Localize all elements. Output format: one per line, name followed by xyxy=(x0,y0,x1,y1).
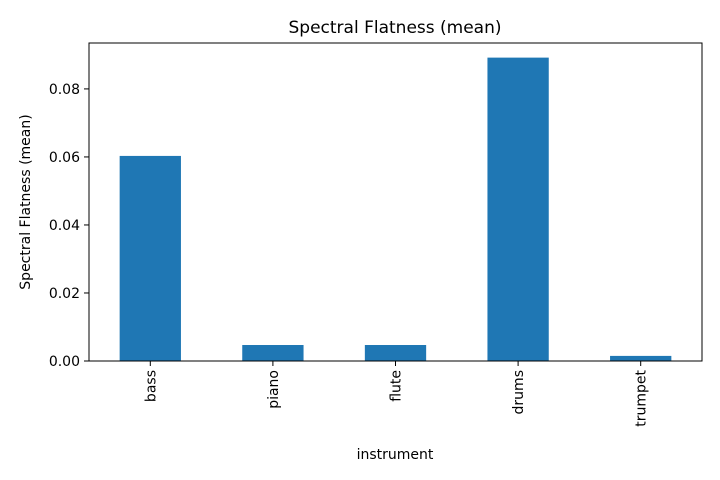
x-tick-label-trumpet: trumpet xyxy=(634,369,650,426)
bar-flute xyxy=(364,345,427,361)
y-tick-label: 0.06 xyxy=(49,150,80,166)
x-tick-label-piano: piano xyxy=(266,370,282,409)
bar-trumpet xyxy=(610,355,672,361)
bar-drums xyxy=(487,57,549,362)
bar-piano xyxy=(242,345,304,361)
y-tick-label: 0.00 xyxy=(49,354,80,370)
x-axis-ticks: bass piano flute drums trumpet xyxy=(143,361,650,427)
chart-title: Spectral Flatness (mean) xyxy=(289,18,502,38)
y-tick-label: 0.02 xyxy=(49,286,80,302)
x-tick-label-flute: flute xyxy=(389,370,405,402)
x-tick-label-drums: drums xyxy=(511,370,527,414)
bar-bass xyxy=(119,155,181,361)
y-axis-label: Spectral Flatness (mean) xyxy=(18,114,34,289)
y-axis-ticks: 0.00 0.02 0.04 0.06 0.08 xyxy=(49,82,89,370)
x-axis-label: instrument xyxy=(357,447,434,463)
y-tick-label: 0.04 xyxy=(49,218,80,234)
bars-group xyxy=(119,57,672,362)
y-tick-label: 0.08 xyxy=(49,82,80,98)
x-tick-label-bass: bass xyxy=(143,370,159,402)
